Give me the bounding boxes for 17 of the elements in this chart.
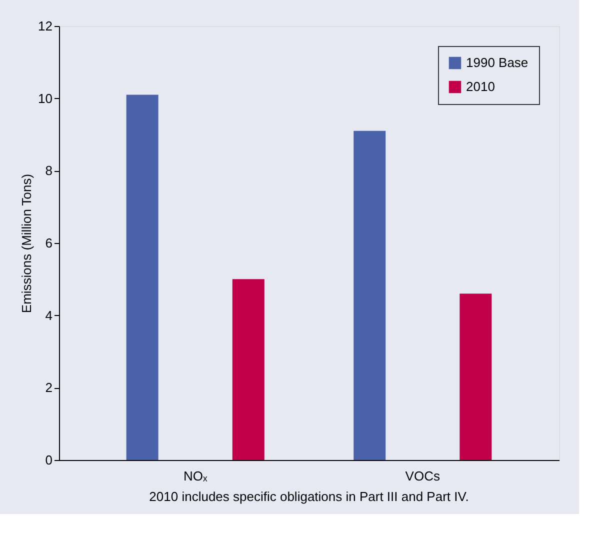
x-tick-label: NOₓ	[183, 468, 208, 484]
text: 2010 includes specific obligations in Part III and Part IV.	[149, 489, 469, 504]
y-tick-label: 12	[38, 18, 52, 34]
bar	[232, 279, 264, 460]
y-tick-label: 4	[45, 308, 52, 323]
y-axis-title: Emissions (Million Tons)	[19, 174, 34, 314]
y-tick-label: 6	[45, 236, 52, 250]
bar	[354, 130, 386, 460]
legend-label: 1990 Base	[466, 55, 528, 70]
y-tick-label: 8	[45, 163, 52, 178]
bar	[126, 94, 158, 460]
x-tick-label: VOCs	[405, 468, 440, 484]
legend-label: 2010	[466, 79, 495, 94]
y-tick-label: 2	[45, 380, 52, 396]
y-tick-label: 10	[38, 90, 52, 106]
bar	[460, 294, 492, 460]
y-tick-label: 0	[45, 452, 52, 468]
